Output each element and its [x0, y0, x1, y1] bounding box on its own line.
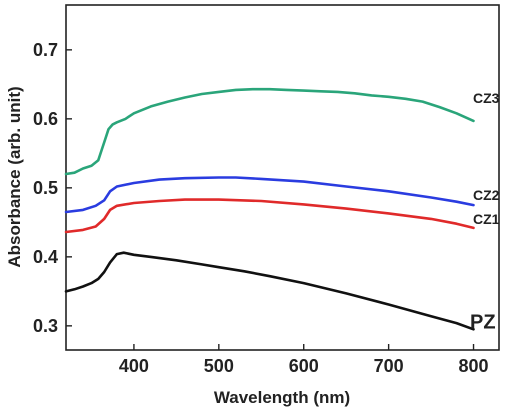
y-tick-label: 0.6 — [33, 109, 58, 129]
x-tick-label: 800 — [459, 356, 489, 376]
series-line-cz2 — [64, 176, 475, 214]
series-labels: CZ3 CZ2 CZ1 PZ — [470, 90, 500, 333]
x-tick-label: 600 — [289, 356, 319, 376]
y-axis-title: Absorbance (arb. unit) — [5, 86, 24, 267]
y-tick-label: 0.4 — [33, 247, 58, 267]
y-axis: 0.3 0.4 0.5 0.6 0.7 — [33, 40, 72, 336]
y-tick-label: 0.5 — [33, 178, 58, 198]
series-line-cz1 — [64, 198, 475, 234]
series-layer — [64, 87, 475, 331]
plot-frame — [65, 4, 500, 351]
x-axis: 400 500 600 700 800 — [119, 344, 489, 376]
y-tick-label: 0.3 — [33, 316, 58, 336]
x-tick-label: 700 — [374, 356, 404, 376]
x-tick-label: 400 — [119, 356, 149, 376]
series-line-pz — [64, 251, 475, 331]
x-tick-label: 500 — [204, 356, 234, 376]
series-label-cz2: CZ2 — [473, 187, 500, 203]
series-line-cz3 — [64, 87, 475, 176]
series-label-cz1: CZ1 — [473, 211, 500, 227]
series-label-cz3: CZ3 — [473, 90, 500, 106]
series-label-pz: PZ — [470, 311, 496, 333]
y-tick-label: 0.7 — [33, 40, 58, 60]
x-axis-title: Wavelength (nm) — [214, 388, 350, 407]
